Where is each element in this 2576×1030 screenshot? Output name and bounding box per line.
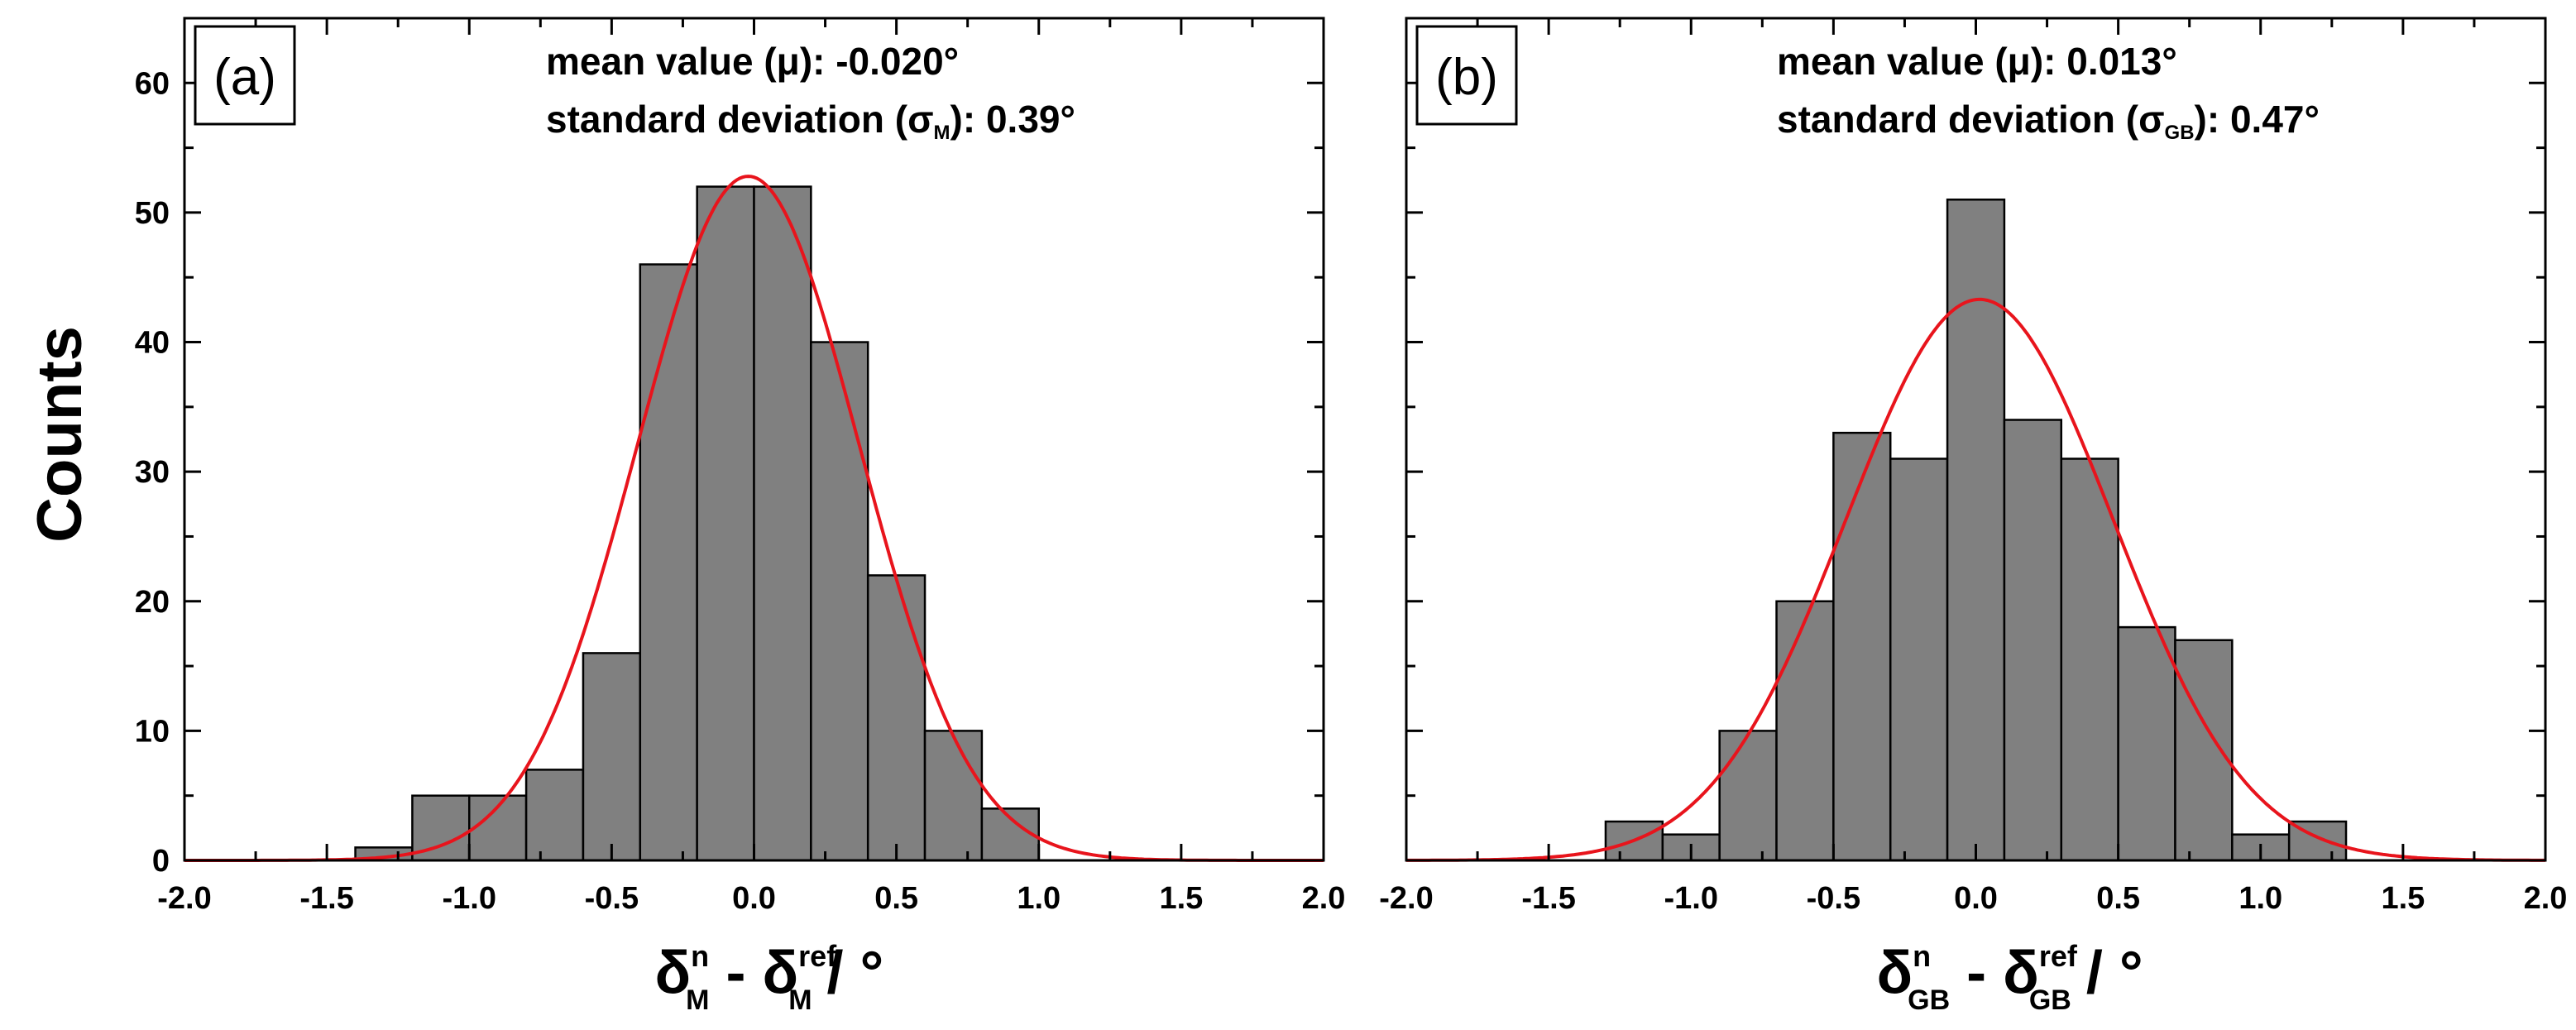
- x-tick-label-7: 1.5: [1159, 881, 1203, 916]
- panel-label-box: [194, 25, 296, 126]
- x-tick-label-4: 0.0: [732, 881, 776, 916]
- x-tick-label-5: 0.5: [874, 881, 918, 916]
- mean-value-annotation: mean value (μ): 0.013°: [1777, 40, 2177, 83]
- histogram-bar-9: [2117, 625, 2176, 862]
- x-tick-label-8: 2.0: [2524, 881, 2568, 916]
- x-tick-label-0: -2.0: [157, 881, 211, 916]
- x-tick-label-2: -1.0: [443, 881, 496, 916]
- histogram-bar-10: [923, 730, 984, 862]
- y-tick-label-0: 0: [152, 844, 170, 879]
- histogram-bar-7: [2003, 419, 2063, 862]
- x-tick-label-2: -1.0: [1664, 881, 1718, 916]
- histogram-bar-5: [1889, 458, 1949, 862]
- histogram-bar-4: [582, 652, 642, 862]
- x-tick-label-1: -1.5: [299, 881, 353, 916]
- histogram-bar-1: [411, 794, 471, 862]
- histogram-bar-8: [2060, 458, 2119, 862]
- histogram-bar-4: [1832, 431, 1892, 862]
- histogram-bar-7: [753, 185, 812, 862]
- histogram-bar-6: [1946, 199, 2006, 862]
- x-tick-label-3: -0.5: [1807, 881, 1860, 916]
- y-axis-title: Counts: [25, 326, 95, 543]
- std-dev-annotation: standard deviation (σGB): 0.47°: [1777, 98, 2320, 144]
- panel-a: -2.0 -1.5 -1.0 -0.5 0.0 0.5 1.0 1.5 2.0 0 10 20 30 40…: [135, 17, 1346, 1016]
- histogram-bar-3: [524, 769, 585, 862]
- y-tick-label-5: 50: [135, 196, 170, 231]
- x-axis-title: δn GB - δref GB / °: [1877, 939, 2143, 1016]
- x-tick-label-8: 2.0: [1302, 881, 1346, 916]
- mean-value-annotation: mean value (μ): -0.020°: [546, 40, 959, 83]
- y-tick-label-1: 10: [135, 714, 170, 749]
- panel-label-box: [1415, 25, 1518, 126]
- x-axis-title: δn M - δref M / °: [655, 939, 884, 1016]
- gaussian-fit-curve: [1406, 297, 2545, 862]
- y-tick-label-2: 20: [135, 585, 170, 620]
- panel-label: (a): [213, 49, 276, 106]
- x-tick-label-0: -2.0: [1379, 881, 1433, 916]
- std-dev-annotation: standard deviation (σM): 0.39°: [546, 98, 1075, 144]
- y-tick-label-3: 30: [135, 455, 170, 490]
- y-tick-label-4: 40: [135, 326, 170, 361]
- x-tick-label-1: -1.5: [1521, 881, 1575, 916]
- histogram-bar-10: [2174, 639, 2234, 862]
- histogram-bar-9: [866, 574, 926, 862]
- histogram-bar-8: [810, 341, 869, 862]
- x-tick-label-6: 1.0: [2238, 881, 2282, 916]
- histogram-bar-3: [1775, 600, 1835, 862]
- y-tick-label-6: 60: [135, 66, 170, 101]
- panel-label: (b): [1435, 49, 1498, 106]
- x-tick-label-5: 0.5: [2096, 881, 2140, 916]
- histogram-bar-2: [1718, 730, 1778, 862]
- x-tick-label-4: 0.0: [1954, 881, 1998, 916]
- panel-b: -2.0 -1.5 -1.0 -0.5 0.0 0.5 1.0 1.5 2.0 (b) mean v…: [1379, 17, 2568, 1016]
- x-tick-label-7: 1.5: [2381, 881, 2425, 916]
- histogram-bar-6: [696, 185, 755, 862]
- histogram-bar-5: [639, 263, 698, 862]
- x-tick-label-6: 1.0: [1017, 881, 1061, 916]
- gaussian-fit-curve: [184, 175, 1324, 862]
- x-tick-label-3: -0.5: [585, 881, 639, 916]
